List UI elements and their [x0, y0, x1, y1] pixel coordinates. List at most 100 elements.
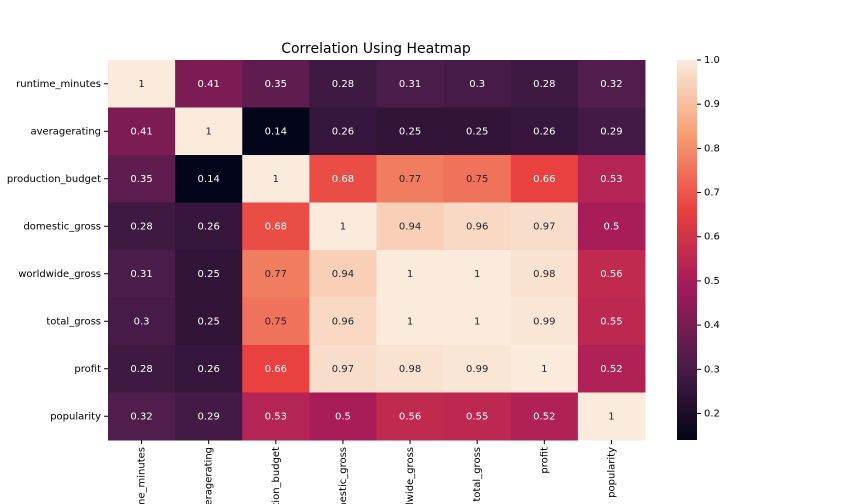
cell-label: 0.55 — [600, 316, 622, 327]
cell-label: 0.26 — [198, 364, 220, 375]
heatmap-cell — [577, 345, 646, 393]
cell-label: 0.25 — [399, 126, 421, 137]
cell-label: 0.56 — [399, 411, 421, 422]
heatmap-cell — [309, 392, 377, 441]
heatmap-cell — [510, 60, 579, 108]
cell-label: 0.5 — [335, 411, 351, 422]
heatmap-cell — [376, 107, 445, 156]
heatmap-cell — [577, 60, 646, 108]
cell-label: 0.25 — [198, 316, 220, 327]
heatmap-cell — [175, 297, 243, 346]
heatmap-cell — [309, 155, 377, 203]
cell-label: 1 — [541, 364, 547, 375]
cell-label: 1 — [138, 79, 144, 90]
cell-label: 0.68 — [265, 221, 287, 232]
x-tick-label: averagerating — [204, 447, 215, 504]
x-tick-label: production_budget — [271, 447, 282, 504]
cell-label: 0.53 — [600, 174, 622, 185]
cell-label: 0.75 — [265, 316, 287, 327]
heatmap-cell — [443, 155, 512, 203]
cell-label: 0.25 — [198, 269, 220, 280]
cell-label: 0.26 — [198, 221, 220, 232]
cell-label: 0.28 — [533, 79, 555, 90]
cell-label: 0.31 — [399, 79, 421, 90]
cell-label: 1 — [340, 221, 346, 232]
cell-label: 0.55 — [466, 411, 488, 422]
cell-label: 0.31 — [130, 269, 152, 280]
cell-label: 0.35 — [265, 79, 287, 90]
heatmap-cell — [510, 155, 579, 203]
cell-label: 0.32 — [600, 79, 622, 90]
colorbar-tick-label: 0.3 — [704, 364, 720, 375]
heatmap-cell — [242, 202, 310, 251]
cell-label: 0.26 — [533, 126, 555, 137]
y-tick-label: averagerating — [30, 126, 101, 137]
heatmap-cell — [376, 345, 445, 393]
cell-label: 0.97 — [533, 221, 555, 232]
cell-label: 0.77 — [399, 174, 421, 185]
cell-label: 0.96 — [332, 316, 354, 327]
heatmap-cell — [108, 107, 176, 156]
heatmap-cell — [108, 345, 176, 393]
cell-label: 0.66 — [265, 364, 287, 375]
cell-label: 0.77 — [265, 269, 287, 280]
heatmap-cell — [309, 60, 377, 108]
heatmap-cell — [443, 202, 512, 251]
heatmap-cell — [376, 60, 445, 108]
cell-label: 0.25 — [466, 126, 488, 137]
heatmap-cell — [376, 202, 445, 251]
cell-label: 0.41 — [198, 79, 220, 90]
cell-label: 0.99 — [466, 364, 488, 375]
heatmap-cell — [577, 202, 646, 251]
heatmap-cell — [443, 250, 512, 298]
heatmap-cell — [175, 60, 243, 108]
cell-label: 0.29 — [600, 126, 622, 137]
heatmap-cell — [443, 345, 512, 393]
heatmap-cell — [175, 392, 243, 441]
heatmap-cell — [443, 107, 512, 156]
cell-label: 0.32 — [130, 411, 152, 422]
heatmap-cell — [108, 60, 176, 108]
cell-label: 1 — [474, 316, 480, 327]
colorbar-tick-label: 0.8 — [704, 143, 720, 154]
colorbar-tick-label: 0.4 — [704, 320, 720, 331]
heatmap-cell — [175, 155, 243, 203]
colorbar — [677, 60, 697, 440]
heatmap-cell — [108, 155, 176, 203]
y-tick-label: popularity — [50, 411, 101, 422]
heatmap-cell — [577, 250, 646, 298]
y-tick-label: profit — [74, 364, 101, 375]
heatmap-cell — [309, 107, 377, 156]
colorbar-tick-label: 0.2 — [704, 408, 720, 419]
heatmap-cell — [108, 202, 176, 251]
cell-label: 0.98 — [399, 364, 421, 375]
colorbar-tick-label: 1.0 — [704, 55, 720, 66]
heatmap-cell — [175, 345, 243, 393]
heatmap-cell — [577, 392, 646, 441]
cell-label: 0.35 — [130, 174, 152, 185]
cell-label: 0.94 — [332, 269, 354, 280]
cell-label: 0.3 — [134, 316, 150, 327]
cell-label: 0.14 — [265, 126, 287, 137]
cell-label: 0.53 — [265, 411, 287, 422]
heatmap-cell — [175, 202, 243, 251]
cell-label: 0.3 — [469, 79, 485, 90]
y-tick-label: production_budget — [7, 174, 101, 185]
heatmap-cell — [309, 297, 377, 346]
cell-label: 0.99 — [533, 316, 555, 327]
heatmap-cell — [510, 107, 579, 156]
heatmap-cell — [242, 345, 310, 393]
cell-label: 0.28 — [130, 364, 152, 375]
heatmap-cell — [510, 297, 579, 346]
cell-label: 0.98 — [533, 269, 555, 280]
y-tick-label: worldwide_gross — [18, 269, 101, 280]
heatmap-cell — [443, 392, 512, 441]
heatmap-cell — [242, 392, 310, 441]
heatmap-cell — [443, 297, 512, 346]
y-tick-label: domestic_gross — [23, 221, 101, 232]
cell-label: 0.52 — [600, 364, 622, 375]
heatmap-cell — [577, 107, 646, 156]
heatmap-cell — [510, 250, 579, 298]
cell-label: 1 — [474, 269, 480, 280]
